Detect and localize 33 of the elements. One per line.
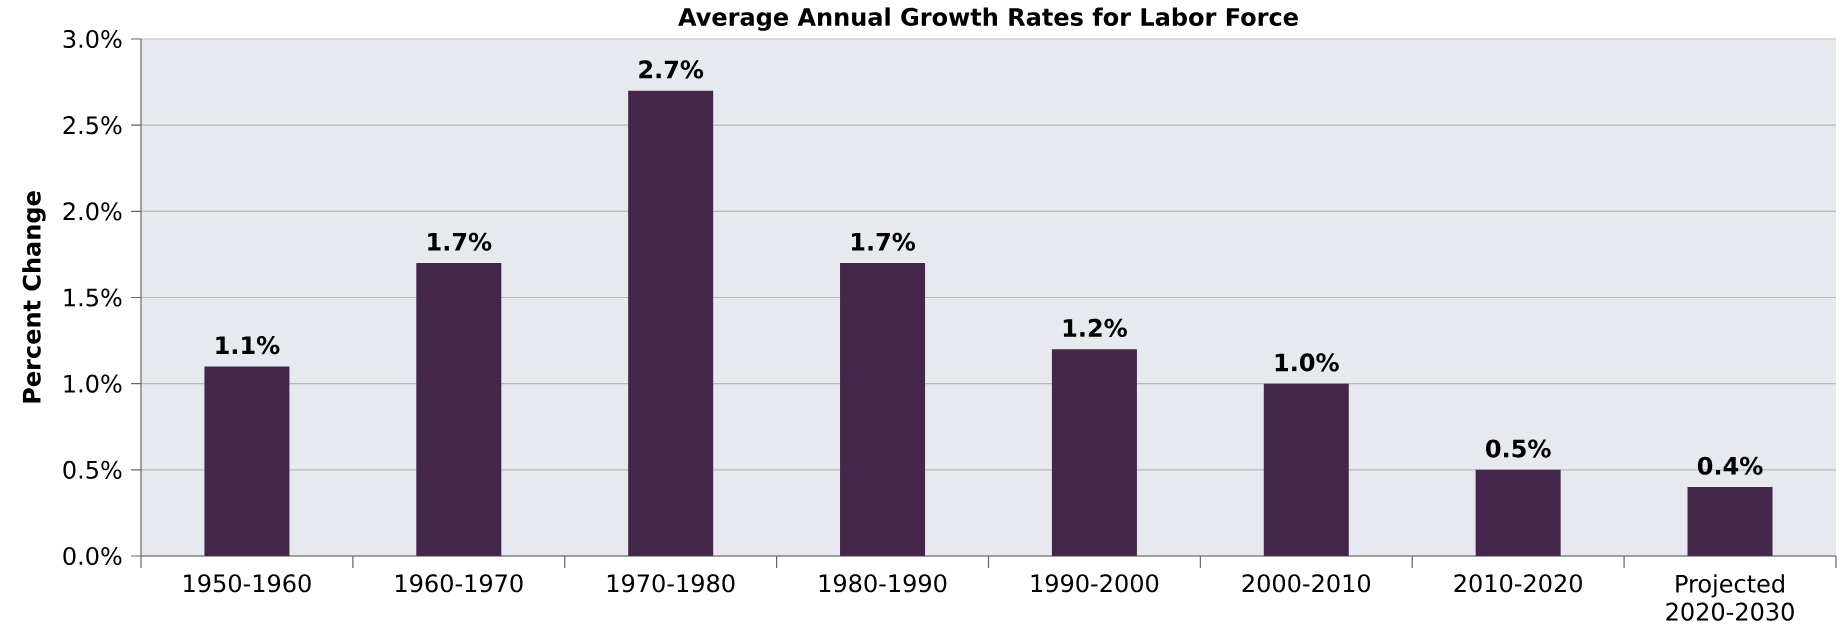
data-label: 2.7% bbox=[639, 60, 704, 79]
y-axis-title: Percent Change bbox=[22, 191, 46, 403]
x-tick-label: 1980-1990 bbox=[819, 574, 947, 593]
y-tick-label: 2.0% bbox=[63, 202, 122, 221]
bar bbox=[1687, 487, 1773, 556]
x-tick-label: 2010-2020 bbox=[1454, 574, 1582, 593]
x-tick-label: 1970-1980 bbox=[607, 574, 735, 593]
data-label: 1.7% bbox=[851, 232, 916, 251]
data-label: 0.4% bbox=[1697, 456, 1763, 475]
x-tick-label: Projected 2020-2030 bbox=[1666, 574, 1794, 621]
x-tick-label: 1950-1960 bbox=[184, 574, 311, 593]
y-tick-label: 0.5% bbox=[63, 460, 122, 479]
y-tick-label: 2.5% bbox=[63, 116, 122, 135]
chart-title: Average Annual Growth Rates for Labor Force bbox=[678, 7, 1298, 31]
y-tick-label: 1.5% bbox=[64, 288, 122, 307]
data-label: 0.5% bbox=[1486, 439, 1551, 458]
bar bbox=[204, 366, 290, 556]
bar bbox=[416, 263, 502, 556]
y-tick-label: 0.0% bbox=[63, 546, 122, 566]
x-tick-label: 1960-1970 bbox=[396, 574, 523, 593]
bar bbox=[840, 263, 926, 556]
bar bbox=[1263, 383, 1349, 556]
y-tick-label: 1.0% bbox=[64, 374, 122, 393]
bar bbox=[1051, 349, 1137, 556]
data-label: 1.0% bbox=[1275, 353, 1339, 372]
y-tick-label: 3.0% bbox=[63, 29, 122, 49]
data-label: 1.1% bbox=[216, 336, 280, 355]
bar bbox=[1475, 469, 1561, 556]
x-tick-label: 2000-2010 bbox=[1242, 574, 1371, 593]
data-label: 1.7% bbox=[428, 232, 492, 251]
x-tick-label: 1990-2000 bbox=[1031, 574, 1159, 593]
bar bbox=[628, 90, 714, 556]
data-label: 1.2% bbox=[1063, 318, 1127, 337]
